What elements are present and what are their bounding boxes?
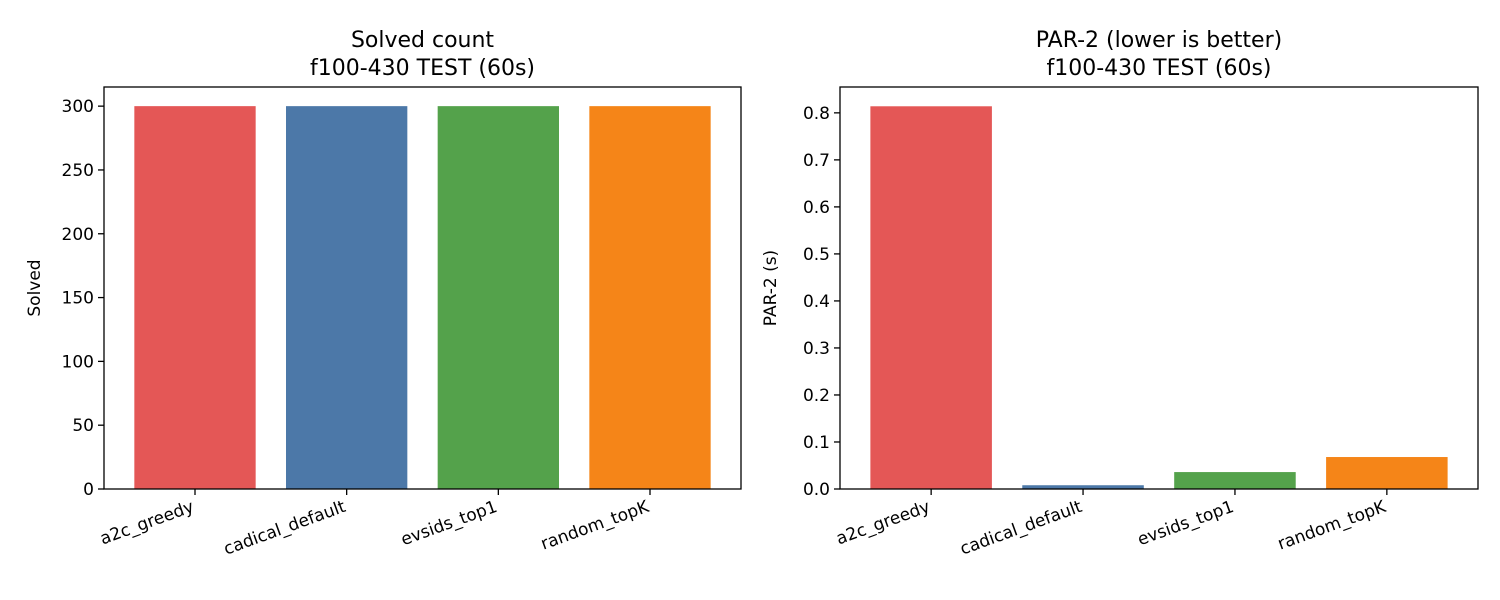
plot-frame bbox=[103, 86, 742, 490]
y-tick-label: 250 bbox=[62, 161, 94, 181]
y-tick-label: 0 bbox=[83, 480, 94, 500]
y-tick-label: 0.1 bbox=[803, 433, 830, 453]
y-tick-label: 0.4 bbox=[803, 292, 830, 312]
solved-count-chart: Solved count f100-430 TEST (60s) 0 50 100 150… bbox=[25, 28, 742, 560]
bar-evsids-top1 bbox=[1174, 472, 1296, 489]
x-tick-label: a2c_greedy bbox=[834, 497, 933, 549]
y-tick-label: 0.7 bbox=[803, 151, 830, 171]
x-tick-label: evsids_top1 bbox=[398, 497, 500, 550]
par2-chart: PAR-2 (lower is better) f100-430 TEST (60… bbox=[761, 28, 1479, 560]
x-tick-label: evsids_top1 bbox=[1135, 497, 1237, 550]
chart-title-line-2: f100-430 TEST (60s) bbox=[1046, 56, 1271, 81]
y-tick-label: 0.0 bbox=[803, 480, 830, 500]
x-tick-label: cadical_default bbox=[221, 497, 349, 560]
bar-evsids-top1 bbox=[437, 106, 559, 490]
x-tick-label: random_topK bbox=[1275, 497, 1389, 555]
y-tick-label: 50 bbox=[72, 416, 94, 436]
y-tick-label: 200 bbox=[62, 225, 94, 245]
y-tick-label: 0.5 bbox=[803, 245, 830, 265]
y-axis-label: Solved bbox=[25, 259, 45, 316]
chart-title-line-1: PAR-2 (lower is better) bbox=[1036, 28, 1282, 53]
x-tick-label: cadical_default bbox=[958, 497, 1086, 560]
y-tick-label: 0.2 bbox=[803, 386, 830, 406]
bar-cadical-default bbox=[1022, 485, 1144, 489]
bar-random-topK bbox=[589, 106, 711, 490]
chart-title-line-2: f100-430 TEST (60s) bbox=[310, 56, 535, 81]
y-tick-label: 0.6 bbox=[803, 198, 830, 218]
x-tick-label: random_topK bbox=[538, 497, 652, 555]
bar-cadical-default bbox=[286, 106, 408, 490]
y-tick-label: 300 bbox=[62, 97, 94, 117]
y-axis-label: PAR-2 (s) bbox=[761, 250, 781, 326]
y-tick-label: 0.8 bbox=[803, 104, 830, 124]
y-tick-label: 150 bbox=[62, 289, 94, 309]
plot-frame bbox=[839, 86, 1479, 490]
bar-a2c-greedy bbox=[870, 106, 992, 489]
chart-title-line-1: Solved count bbox=[351, 28, 494, 53]
bar-random-topK bbox=[1326, 457, 1448, 489]
y-tick-label: 100 bbox=[62, 352, 94, 372]
bar-a2c-greedy bbox=[134, 106, 256, 490]
y-tick-label: 0.3 bbox=[803, 339, 830, 359]
x-tick-label: a2c_greedy bbox=[98, 497, 197, 549]
